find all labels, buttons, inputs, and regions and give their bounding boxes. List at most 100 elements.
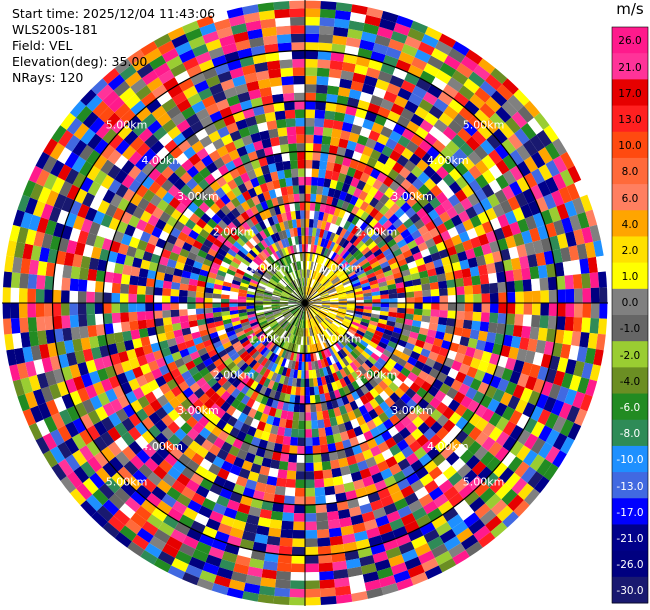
velocity-cell	[431, 48, 449, 63]
velocity-cell	[553, 370, 566, 387]
velocity-cell	[144, 457, 159, 472]
velocity-cell	[229, 299, 238, 303]
velocity-cell	[336, 340, 345, 349]
velocity-cell	[384, 407, 396, 419]
velocity-cell	[205, 317, 215, 324]
velocity-cell	[114, 57, 132, 75]
velocity-cell	[57, 425, 72, 442]
velocity-cell	[156, 91, 173, 106]
velocity-cell	[277, 230, 285, 241]
velocity-cell	[349, 12, 367, 24]
velocity-cell	[357, 326, 367, 334]
velocity-cell	[514, 128, 530, 145]
velocity-cell	[438, 558, 457, 573]
velocity-cell	[338, 190, 348, 201]
velocity-cell	[43, 415, 58, 433]
velocity-cell	[410, 428, 424, 441]
velocity-cell	[270, 459, 280, 470]
velocity-cell	[347, 373, 356, 384]
velocity-cell	[187, 284, 197, 292]
velocity-cell	[488, 426, 503, 442]
velocity-cell	[301, 277, 304, 287]
velocity-cell	[293, 289, 300, 297]
velocity-cell	[136, 355, 148, 367]
velocity-cell	[429, 281, 439, 290]
velocity-cell	[135, 374, 148, 388]
velocity-cell	[281, 229, 288, 239]
velocity-cell	[392, 348, 403, 358]
velocity-cell	[230, 244, 240, 254]
velocity-cell	[357, 255, 367, 264]
velocity-cell	[204, 287, 214, 294]
velocity-cell	[361, 318, 371, 324]
velocity-cell	[498, 303, 507, 314]
velocity-cell	[280, 308, 290, 313]
velocity-cell	[321, 307, 330, 311]
velocity-cell	[417, 171, 430, 184]
velocity-cell	[261, 336, 270, 345]
velocity-cell	[241, 405, 252, 416]
velocity-cell	[359, 555, 375, 567]
velocity-cell	[272, 179, 281, 190]
velocity-cell	[243, 231, 253, 241]
velocity-cell	[160, 248, 172, 259]
velocity-cell	[403, 361, 415, 372]
velocity-cell	[443, 218, 455, 231]
velocity-cell	[204, 451, 217, 464]
velocity-cell	[245, 377, 255, 388]
velocity-cell	[272, 290, 282, 296]
velocity-cell	[577, 211, 590, 229]
velocity-cell	[345, 489, 358, 501]
velocity-cell	[392, 248, 403, 258]
colorbar-label: 2.0	[621, 244, 639, 257]
velocity-cell	[305, 84, 317, 93]
velocity-cell	[278, 135, 289, 146]
velocity-cell	[325, 494, 337, 504]
velocity-cell	[271, 399, 279, 409]
velocity-cell	[236, 250, 247, 259]
velocity-cell	[259, 210, 268, 221]
velocity-cell	[523, 417, 538, 434]
velocity-cell	[362, 145, 374, 157]
velocity-cell	[308, 327, 312, 337]
velocity-cell	[276, 316, 285, 323]
velocity-cell	[326, 356, 333, 366]
velocity-cell	[289, 334, 295, 344]
velocity-cell	[167, 466, 182, 481]
velocity-cell	[190, 472, 204, 486]
velocity-cell	[279, 304, 289, 307]
velocity-cell	[267, 216, 275, 227]
velocity-cell	[505, 313, 516, 325]
velocity-cell	[28, 214, 41, 232]
velocity-cell	[147, 379, 160, 392]
velocity-cell	[543, 124, 560, 143]
velocity-cell	[302, 277, 305, 287]
velocity-cell	[246, 310, 256, 316]
velocity-cell	[466, 227, 478, 240]
velocity-cell	[285, 177, 293, 187]
velocity-cell	[255, 292, 264, 297]
azimuth-spoke	[304, 277, 349, 304]
velocity-cell	[266, 475, 278, 486]
velocity-cell	[482, 169, 496, 184]
velocity-cell	[193, 207, 205, 219]
velocity-cell	[300, 387, 305, 396]
velocity-cell	[292, 352, 298, 362]
velocity-cell	[488, 441, 503, 457]
velocity-cell	[154, 160, 169, 174]
velocity-cell	[280, 293, 290, 298]
velocity-cell	[448, 47, 466, 63]
velocity-cell	[283, 495, 295, 505]
velocity-cell	[306, 328, 309, 337]
velocity-cell	[25, 228, 37, 246]
velocity-cell	[454, 277, 465, 288]
velocity-cell	[296, 218, 302, 228]
velocity-cell	[510, 257, 522, 271]
velocity-cell	[216, 329, 227, 337]
velocity-cell	[70, 266, 81, 280]
velocity-cell	[454, 318, 465, 329]
velocity-cell	[326, 315, 335, 322]
velocity-cell	[394, 497, 409, 511]
velocity-cell	[42, 155, 58, 174]
velocity-cell	[44, 303, 53, 317]
